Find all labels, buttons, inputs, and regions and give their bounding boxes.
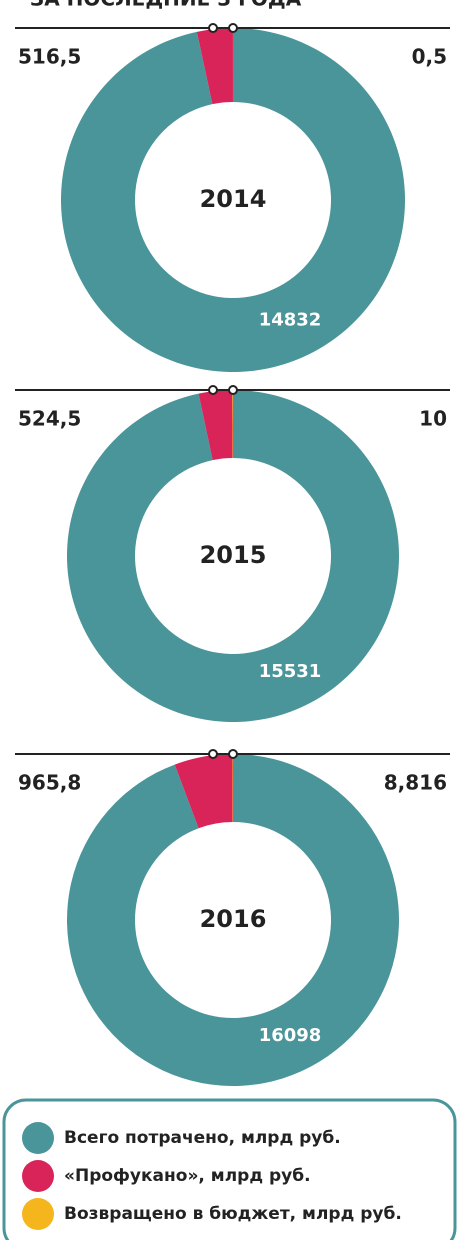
center-label: 2014 [200, 185, 267, 213]
value-label: 15531 [259, 661, 322, 682]
value-label: 516,5 [18, 45, 81, 69]
infographic: ЗА ПОСЛЕДНИЕ 3 ГОДА 2014 516,5 0,5 14832 201… [0, 0, 459, 1240]
legend-label: Всего потрачено, млрд руб. [64, 1128, 341, 1148]
value-label: 965,8 [18, 771, 81, 795]
value-label: 8,816 [384, 771, 447, 795]
value-label: 524,5 [18, 407, 81, 431]
center-label: 2016 [200, 905, 267, 933]
legend-label: Возвращено в бюджет, млрд руб. [64, 1204, 402, 1224]
legend-label: «Профукано», млрд руб. [64, 1166, 311, 1186]
dot [209, 386, 217, 394]
legend-swatch [22, 1122, 54, 1154]
center-label: 2015 [200, 541, 267, 569]
value-label: 0,5 [412, 45, 447, 69]
dot [229, 386, 237, 394]
dot [209, 24, 217, 32]
dot [209, 750, 217, 758]
value-label: 10 [419, 407, 447, 431]
legend-swatch [22, 1160, 54, 1192]
dot [229, 750, 237, 758]
legend-swatch [22, 1198, 54, 1230]
dot [229, 24, 237, 32]
title: ЗА ПОСЛЕДНИЕ 3 ГОДА [30, 0, 302, 11]
value-label: 14832 [259, 309, 322, 330]
value-label: 16098 [259, 1025, 322, 1046]
